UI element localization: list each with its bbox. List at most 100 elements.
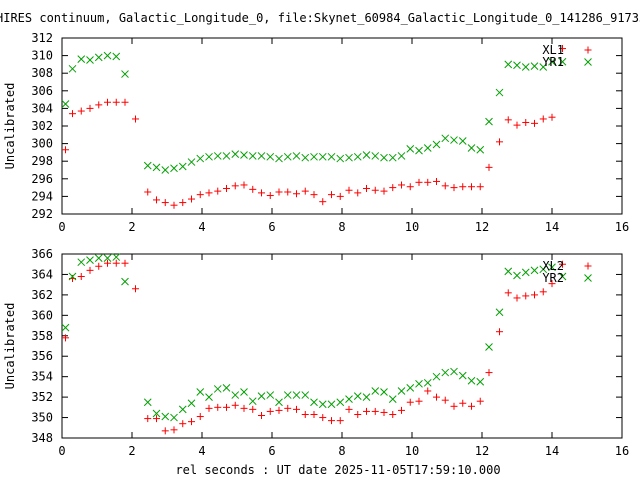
y-tick-label: 362	[31, 288, 53, 302]
data-point	[94, 254, 103, 262]
data-point	[231, 150, 240, 159]
legend-marker	[584, 274, 592, 282]
data-point	[170, 164, 178, 173]
data-point	[144, 415, 152, 423]
data-point	[161, 427, 169, 435]
data-point	[433, 393, 440, 401]
data-point	[104, 98, 111, 106]
data-point	[336, 192, 344, 200]
data-point	[293, 190, 300, 198]
data-point	[530, 266, 539, 275]
y-tick-label: 312	[31, 31, 53, 45]
data-point	[266, 407, 274, 415]
data-point	[345, 395, 353, 404]
data-point	[371, 186, 379, 194]
data-point	[521, 63, 530, 71]
data-point	[275, 188, 283, 196]
x-tick-label: 14	[545, 220, 559, 234]
data-point	[86, 256, 94, 264]
data-point	[231, 391, 240, 399]
data-point	[441, 368, 450, 377]
data-point	[223, 184, 230, 192]
data-point	[310, 410, 318, 418]
y-tick-label: 350	[31, 411, 53, 425]
data-point	[283, 152, 292, 161]
data-point	[476, 377, 485, 386]
data-point	[319, 414, 327, 422]
data-point	[406, 384, 415, 392]
data-point	[248, 152, 257, 160]
data-point	[522, 118, 530, 126]
data-point	[293, 405, 300, 413]
data-point	[231, 182, 239, 190]
data-point	[336, 154, 345, 163]
data-point	[539, 265, 548, 274]
y-tick-label: 304	[31, 101, 53, 115]
data-point	[458, 371, 467, 380]
data-point	[539, 288, 547, 296]
data-point	[301, 410, 309, 418]
data-point	[152, 409, 161, 418]
data-point	[196, 413, 204, 421]
data-point	[468, 402, 475, 410]
data-point	[112, 259, 120, 267]
data-point	[187, 399, 196, 408]
data-point	[178, 162, 187, 171]
data-point	[161, 412, 170, 421]
data-point	[397, 387, 406, 395]
y-axis-label: Uncalibrated	[3, 83, 17, 170]
y-axis-label: Uncalibrated	[3, 303, 17, 390]
data-point	[476, 397, 484, 405]
data-point	[103, 51, 112, 60]
y-tick-label: 294	[31, 189, 53, 203]
data-point	[170, 413, 178, 422]
data-point	[459, 399, 467, 407]
x-tick-label: 12	[475, 220, 489, 234]
data-point	[362, 393, 371, 401]
data-point	[345, 186, 353, 194]
data-point	[380, 408, 388, 416]
data-point	[257, 152, 266, 160]
data-point	[441, 182, 449, 190]
data-point	[275, 406, 283, 414]
data-point	[415, 146, 423, 155]
y-tick-label: 354	[31, 370, 53, 384]
data-point	[178, 405, 187, 414]
data-point	[86, 104, 94, 112]
data-point	[318, 400, 327, 409]
data-point	[222, 152, 231, 160]
y-tick-label: 352	[31, 390, 53, 404]
data-point	[432, 372, 441, 381]
x-tick-label: 8	[338, 444, 345, 458]
data-point	[485, 343, 493, 351]
data-point	[104, 259, 111, 267]
data-point	[240, 404, 248, 412]
data-point	[441, 134, 450, 143]
data-point	[406, 145, 415, 153]
x-tick-label: 0	[58, 444, 65, 458]
data-point	[301, 187, 309, 195]
data-point	[112, 98, 120, 106]
top-panel: 0 2 4 6 8 10 12 14 16 292 294 296 298 300 302 304 306 308…	[3, 31, 629, 234]
data-point	[266, 192, 274, 200]
data-point	[345, 405, 353, 413]
data-point	[398, 406, 405, 414]
data-point	[513, 121, 521, 129]
data-point	[205, 393, 213, 401]
data-point	[258, 412, 265, 420]
y-tick-label: 308	[31, 66, 53, 80]
data-point	[476, 145, 485, 154]
data-point	[496, 328, 503, 336]
data-point	[249, 405, 257, 413]
data-point	[77, 107, 85, 115]
data-point	[363, 407, 370, 415]
data-point	[433, 177, 440, 185]
data-point	[121, 277, 129, 286]
data-point	[353, 152, 362, 161]
x-axis-label: rel seconds : UT date 2025-11-05T17:59:1…	[175, 463, 500, 477]
data-point	[441, 396, 449, 404]
data-point	[521, 268, 530, 277]
data-point	[388, 153, 397, 162]
series-yr2	[61, 253, 567, 422]
data-point	[152, 163, 161, 172]
